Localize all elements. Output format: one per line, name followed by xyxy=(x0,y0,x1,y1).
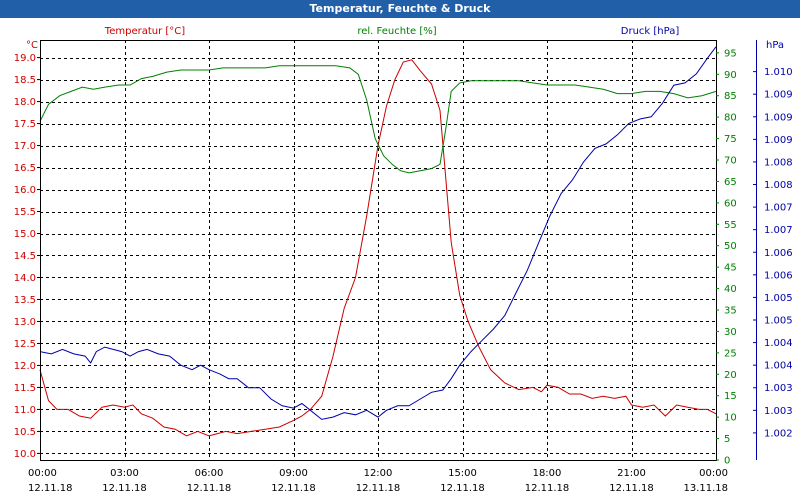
humidity-tick-label: 30 xyxy=(724,327,737,338)
humidity-tick-label: 5 xyxy=(724,434,730,445)
temperature-tick-label: 17.0 xyxy=(14,141,36,152)
temperature-tick-label: 14.5 xyxy=(14,251,36,262)
pressure-tick-label: 1.009 xyxy=(764,135,793,146)
temperature-tick-label: 18.5 xyxy=(14,75,36,86)
temperature-tick-label: 18.0 xyxy=(14,97,36,108)
plot-border xyxy=(40,40,717,461)
temperature-tick-label: 12.0 xyxy=(14,361,36,372)
pressure-tick-label: 1.004 xyxy=(764,338,793,349)
pressure-tick-label: 1.005 xyxy=(764,293,793,304)
humidity-tick-label: 70 xyxy=(724,156,737,167)
x-tick-time: 09:00 xyxy=(279,468,308,479)
x-tick-date: 12.11.18 xyxy=(187,483,232,494)
x-tick-date: 12.11.18 xyxy=(440,483,485,494)
pressure-tick-label: 1.006 xyxy=(764,248,793,259)
humidity-tick-label: 40 xyxy=(724,284,737,295)
humidity-tick-label: 0 xyxy=(724,456,730,467)
pressure-tick-label: 1.009 xyxy=(764,112,793,123)
humidity-tick-label: 90 xyxy=(724,70,737,81)
humidity-tick-label: 55 xyxy=(724,220,737,231)
temperature-tick-label: 15.0 xyxy=(14,229,36,240)
chart-grid xyxy=(40,40,716,460)
pressure-tick-label: 1.008 xyxy=(764,180,793,191)
x-tick-time: 06:00 xyxy=(195,468,224,479)
temperature-tick-label: 14.0 xyxy=(14,273,36,284)
temperature-tick-label: 13.5 xyxy=(14,295,36,306)
temperature-tick-label: 12.5 xyxy=(14,339,36,350)
series-line-humidity xyxy=(39,65,717,174)
x-tick-time: 00:00 xyxy=(28,468,57,479)
x-tick-date: 12.11.18 xyxy=(609,483,654,494)
pressure-tick-label: 1.007 xyxy=(764,203,793,214)
pressure-tick-label: 1.002 xyxy=(764,428,793,439)
temperature-tick-label: 10.0 xyxy=(14,449,36,460)
humidity-tick-label: 80 xyxy=(724,113,737,124)
humidity-axis-label: rel. Feuchte [%] xyxy=(357,26,436,37)
x-tick-time: 12:00 xyxy=(364,468,393,479)
temperature-tick-label: 16.0 xyxy=(14,185,36,196)
humidity-tick-label: 85 xyxy=(724,91,737,102)
pressure-tick-label: 1.003 xyxy=(764,383,793,394)
pressure-tick-label: 1.004 xyxy=(764,361,793,372)
humidity-tick-label: 65 xyxy=(724,177,737,188)
pressure-tick-label: 1.007 xyxy=(764,225,793,236)
x-tick-time: 21:00 xyxy=(617,468,646,479)
humidity-tick-label: 45 xyxy=(724,263,737,274)
temperature-tick-label: 10.5 xyxy=(14,427,36,438)
series-line-pressure xyxy=(39,46,717,420)
pressure-tick-label: 1.010 xyxy=(764,67,793,78)
humidity-tick-label: 25 xyxy=(724,348,737,359)
window-title: Temperatur, Feuchte & Druck xyxy=(0,0,800,18)
humidity-tick-label: 75 xyxy=(724,134,737,145)
x-tick-date: 12.11.18 xyxy=(271,483,316,494)
pressure-tick-label: 1.003 xyxy=(764,406,793,417)
temperature-tick-label: 16.5 xyxy=(14,163,36,174)
temperature-tick-label: 19.0 xyxy=(14,53,36,64)
temperature-axis-label: Temperatur [°C] xyxy=(104,26,185,37)
x-tick-date: 12.11.18 xyxy=(525,483,570,494)
pressure-tick-label: 1.009 xyxy=(764,90,793,101)
temperature-tick-label: 15.5 xyxy=(14,207,36,218)
x-tick-date: 12.11.18 xyxy=(102,483,147,494)
humidity-tick-label: 50 xyxy=(724,241,737,252)
humidity-tick-label: 95 xyxy=(724,48,737,59)
pressure-tick-label: 1.008 xyxy=(764,157,793,168)
humidity-tick-label: 15 xyxy=(724,391,737,402)
chart-axes: 10.0 10.5 11.0 11.5 12.0 12.5 13.0 13.5 14.0 14.5… xyxy=(14,26,793,494)
pressure-tick-label: 1.005 xyxy=(764,316,793,327)
pressure-unit: hPa xyxy=(766,40,784,51)
temperature-tick-label: 17.5 xyxy=(14,119,36,130)
temperature-tick-label: 11.0 xyxy=(14,405,36,416)
pressure-tick-label: 1.006 xyxy=(764,270,793,281)
x-tick-date: 12.11.18 xyxy=(356,483,401,494)
temperature-tick-label: 11.5 xyxy=(14,383,36,394)
x-tick-time: 03:00 xyxy=(110,468,139,479)
temperature-unit: °C xyxy=(26,40,38,51)
x-tick-date: 12.11.18 xyxy=(28,483,73,494)
humidity-tick-label: 60 xyxy=(724,198,737,209)
chart-series xyxy=(39,46,717,437)
pressure-axis-label: Druck [hPa] xyxy=(621,26,680,37)
humidity-tick-label: 35 xyxy=(724,306,737,317)
x-tick-date: 13.11.18 xyxy=(683,483,728,494)
humidity-tick-label: 10 xyxy=(724,413,737,424)
x-tick-time: 15:00 xyxy=(448,468,477,479)
temperature-tick-label: 13.0 xyxy=(14,317,36,328)
humidity-tick-label: 20 xyxy=(724,370,737,381)
x-tick-time: 00:00 xyxy=(699,468,728,479)
series-line-temperature xyxy=(39,59,717,437)
x-tick-time: 18:00 xyxy=(533,468,562,479)
chart: 10.0 10.5 11.0 11.5 12.0 12.5 13.0 13.5 14.0 14.5… xyxy=(14,26,793,494)
